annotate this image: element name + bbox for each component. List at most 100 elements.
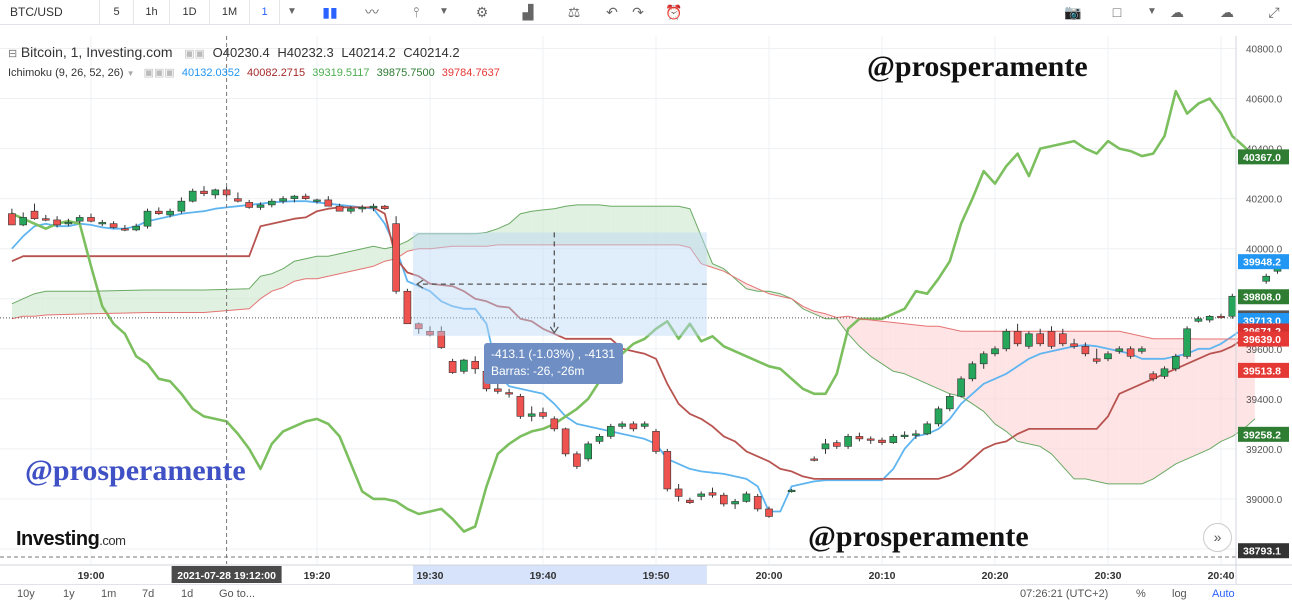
candle-86 [1002,330,1011,350]
selected-range-axis [413,565,707,584]
cloud-segment-4 [91,289,148,314]
symbol-label[interactable]: BTC/USD [0,0,100,24]
candle-25 [290,195,299,199]
cloud-segment-83 [1108,331,1120,484]
indicator-settings-icon[interactable]: ▣▣▣ [143,67,175,79]
candle-21 [245,202,253,208]
cloud-segment-43 [656,206,668,245]
log-toggle[interactable]: log [1172,588,1187,600]
cloud-segment-40 [622,206,634,245]
price-label-box-1 [1238,254,1289,270]
y-tick-label-0: 40800.0 [1246,45,1283,56]
candle-51 [584,443,593,460]
cloud-segment-45 [678,206,690,248]
candle-101 [1172,356,1180,370]
auto-toggle[interactable]: Auto [1212,588,1235,600]
candle-56 [640,423,649,427]
interval-1h[interactable]: 1h [134,0,170,24]
candle-27 [313,199,321,202]
cloud-segment-95 [1243,339,1255,429]
percent-toggle[interactable]: % [1136,588,1146,600]
color-box-icon[interactable]: □ [1112,4,1122,20]
interval-1m[interactable]: 1M [210,0,250,24]
measure-tooltip: -413.1 (-1.03%) , -4131 Barras: -26, -26… [484,343,623,384]
cloud-segment-56 [802,306,815,314]
cloud-segment-87 [1153,338,1165,479]
candle-47 [539,412,547,417]
alert-icon[interactable]: ⏰ [665,4,683,20]
candle-68 [787,489,796,492]
crosshair-time-box [171,566,282,583]
range-1m[interactable]: 1m [101,588,117,600]
indicator-dropdown-icon[interactable]: ▼ [126,69,135,78]
range-1d[interactable]: 1d [181,588,194,600]
cloud-segment-84 [1119,331,1131,484]
range-1y[interactable]: 1y [63,588,75,600]
candle-10 [121,228,129,231]
cloud-segment-11 [294,258,306,282]
undo-icon[interactable]: ↶ [606,4,618,20]
candle-14 [166,210,174,216]
candle-108 [1262,275,1270,282]
cloud-segment-24 [441,233,453,248]
y-tick-label-6: 39600.0 [1246,345,1283,356]
candle-46 [527,413,536,417]
measure-tooltip-line2: Barras: -26, -26m [491,364,585,378]
tenkan-value: 40132.0352 [181,67,240,79]
cloud-segment-80 [1074,331,1086,479]
indicator-label: Ichimoku (9, 26, 52, 26) [8,67,124,79]
candle-92 [1070,343,1078,347]
gear-icon[interactable]: ⚙ [475,4,489,20]
cloud-segment-23 [430,233,442,249]
cloud-segment-28 [486,228,498,247]
cloud-upload-icon[interactable]: ☁ [1220,4,1234,20]
candle-33 [380,205,389,209]
candle-85 [991,348,999,355]
candle-29 [335,205,344,212]
scroll-right-button[interactable]: » [1203,523,1232,552]
candle-65 [742,493,751,502]
cloud-segment-15 [339,251,351,274]
redo-icon[interactable]: ↷ [632,4,644,20]
caret-icon[interactable]: ▼ [439,6,449,17]
x-tick-label-7: 20:20 [982,570,1009,582]
caret-down-icon-2[interactable]: ▼ [1147,6,1157,17]
camera-icon[interactable]: 📷 [1064,4,1082,20]
watermark-bottom: @prosperamente [808,520,1029,553]
line-chart-icon[interactable]: 〰 [365,4,379,20]
interval-5[interactable]: 5 [100,0,134,24]
cloud-download-icon[interactable]: ☁ [1170,4,1184,20]
cloud-segment-39 [610,206,623,245]
cloud-segment-22 [418,233,430,249]
y-tick-label-8: 39200.0 [1246,445,1283,456]
y-tick-label-7: 39400.0 [1246,395,1283,406]
cloud-segment-2 [34,291,46,317]
cloud-segment-79 [1062,331,1075,479]
series-chikou [11,89,1256,533]
caret-down-icon[interactable]: ▼ [287,6,297,17]
range-7d[interactable]: 7d [142,588,155,600]
collapse-icon[interactable]: ⊟ [8,48,18,60]
candle-7 [87,217,95,222]
candle-97 [1126,348,1135,357]
legend-settings-icon[interactable]: ▣▣ [184,48,206,60]
candle-84 [979,353,988,365]
candle-45 [516,396,525,417]
indicators-icon[interactable]: ⫯ [412,4,420,20]
kijun-value: 40082.2715 [247,67,306,79]
goto-button[interactable]: Go to... [219,588,256,600]
fullscreen-icon[interactable]: ⤢ [1268,4,1280,20]
interval-1-active[interactable]: 1 [250,0,280,24]
cloud-segment-93 [1221,339,1233,442]
range-10y[interactable]: 10y [17,588,35,600]
candle-32 [369,205,378,208]
crosshair-time-label: 2021-07-28 19:12:00 [177,570,276,582]
candles-icon[interactable]: ▮▮ [322,4,338,20]
cloud-segment-73 [995,331,1007,432]
senkou-b-value: 39784.7637 [441,67,500,79]
interval-1d[interactable]: 1D [170,0,210,24]
bars-icon[interactable]: ▟ [522,4,534,20]
scale-icon[interactable]: ⚖ [567,4,581,20]
cloud-segment-89 [1175,338,1188,464]
